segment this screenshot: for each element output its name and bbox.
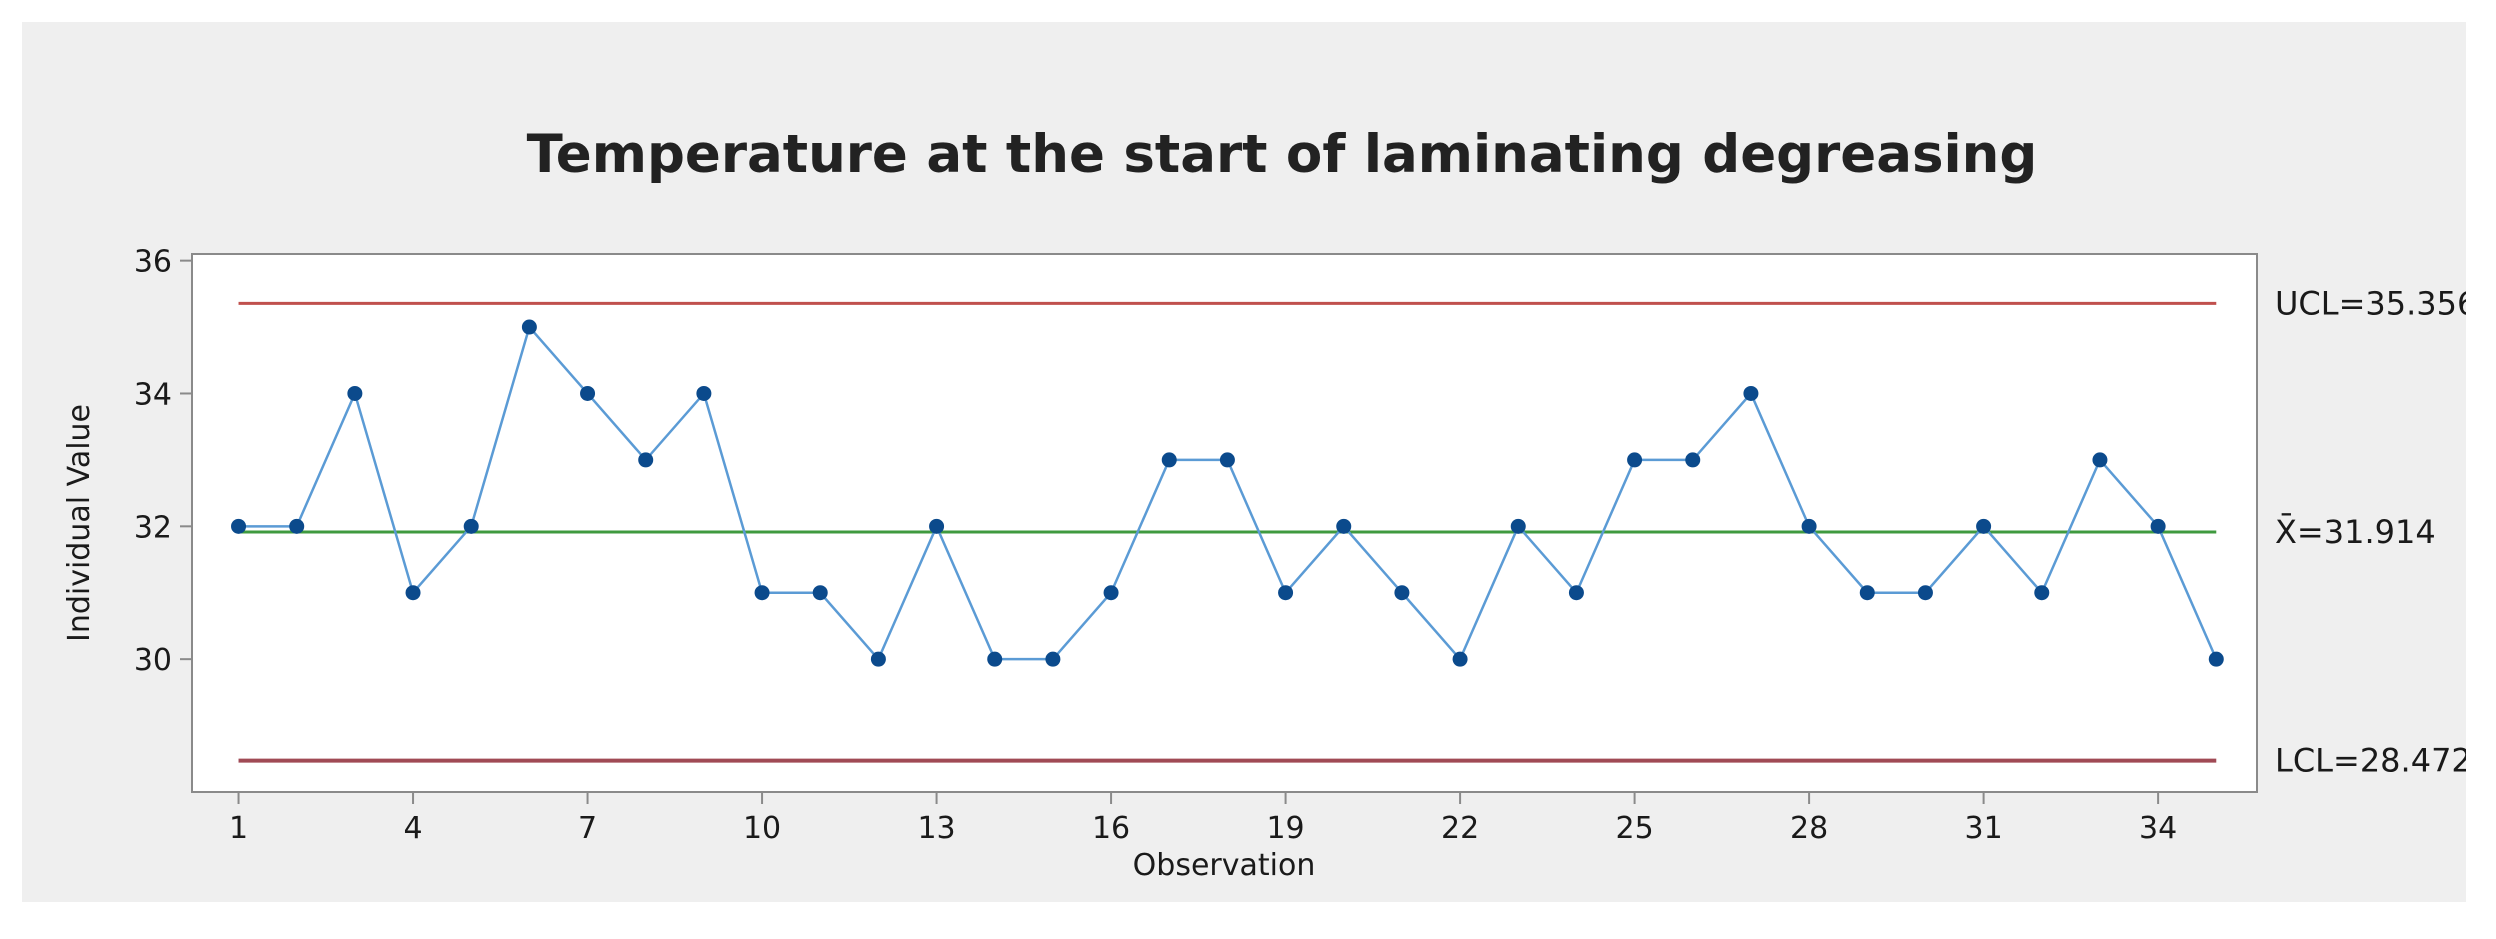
y-tick-label: 32 — [134, 510, 172, 545]
data-point — [1452, 651, 1468, 667]
data-point — [521, 319, 537, 335]
data-point — [2208, 651, 2224, 667]
plot-area — [191, 253, 2258, 793]
data-point — [347, 385, 363, 401]
center-label: X̄=31.914 — [2275, 512, 2436, 551]
x-tick-label: 31 — [1965, 811, 2003, 846]
data-point — [1161, 452, 1177, 468]
data-point — [2150, 518, 2166, 534]
x-tick-label: 7 — [578, 811, 597, 846]
x-tick-label: 10 — [743, 811, 781, 846]
data-point — [1045, 651, 1061, 667]
y-tick-label: 34 — [134, 377, 172, 412]
data-point — [638, 452, 654, 468]
x-tick-label: 22 — [1441, 811, 1479, 846]
x-tick-label: 34 — [2139, 811, 2177, 846]
lcl-label: LCL=28.472 — [2275, 742, 2466, 780]
x-axis: 1 4 7 10 13 16 19 22 25 28 31 34 — [229, 792, 2177, 846]
data-point — [1394, 585, 1410, 601]
x-tick-label: 4 — [403, 811, 422, 846]
data-point — [812, 585, 828, 601]
x-tick-label: 25 — [1615, 811, 1653, 846]
data-point — [754, 585, 770, 601]
data-point — [1976, 518, 1992, 534]
data-point — [1801, 518, 1817, 534]
data-point — [696, 385, 712, 401]
data-point — [2034, 585, 2050, 601]
data-point — [1510, 518, 1526, 534]
limit-lines — [238, 301, 2217, 763]
data-point — [1859, 585, 1875, 601]
data-point — [1278, 585, 1294, 601]
data-point — [1685, 452, 1701, 468]
data-point — [870, 651, 886, 667]
chart-panel: Temperature at the start of laminating d… — [22, 22, 2466, 902]
y-tick-label: 36 — [134, 245, 172, 280]
y-axis: 30 32 34 36 — [134, 245, 192, 678]
data-point — [987, 651, 1003, 667]
chart-title: Temperature at the start of laminating d… — [527, 124, 2038, 185]
limit-labels: UCL=35.356 X̄=31.914 LCL=28.472 — [2275, 284, 2466, 779]
control-chart: Temperature at the start of laminating d… — [62, 124, 2466, 883]
data-point — [1917, 585, 1933, 601]
data-point — [231, 518, 247, 534]
x-tick-label: 19 — [1266, 811, 1304, 846]
data-point — [929, 518, 945, 534]
series-group — [231, 319, 2224, 667]
x-axis-label: Observation — [1133, 848, 1316, 883]
data-point — [2092, 452, 2108, 468]
data-point — [289, 518, 305, 534]
data-point — [1336, 518, 1352, 534]
data-point — [1627, 452, 1643, 468]
y-tick-label: 30 — [134, 643, 172, 678]
data-point — [463, 518, 479, 534]
x-tick-label: 28 — [1790, 811, 1828, 846]
x-tick-label: 13 — [917, 811, 955, 846]
data-point — [1219, 452, 1235, 468]
data-point — [1743, 385, 1759, 401]
data-point — [1568, 585, 1584, 601]
y-axis-label: Individual Value — [62, 404, 97, 642]
data-point — [580, 385, 596, 401]
x-tick-label: 1 — [229, 811, 248, 846]
ucl-label: UCL=35.356 — [2275, 284, 2466, 322]
data-point — [1103, 585, 1119, 601]
data-point — [405, 585, 421, 601]
x-tick-label: 16 — [1092, 811, 1130, 846]
